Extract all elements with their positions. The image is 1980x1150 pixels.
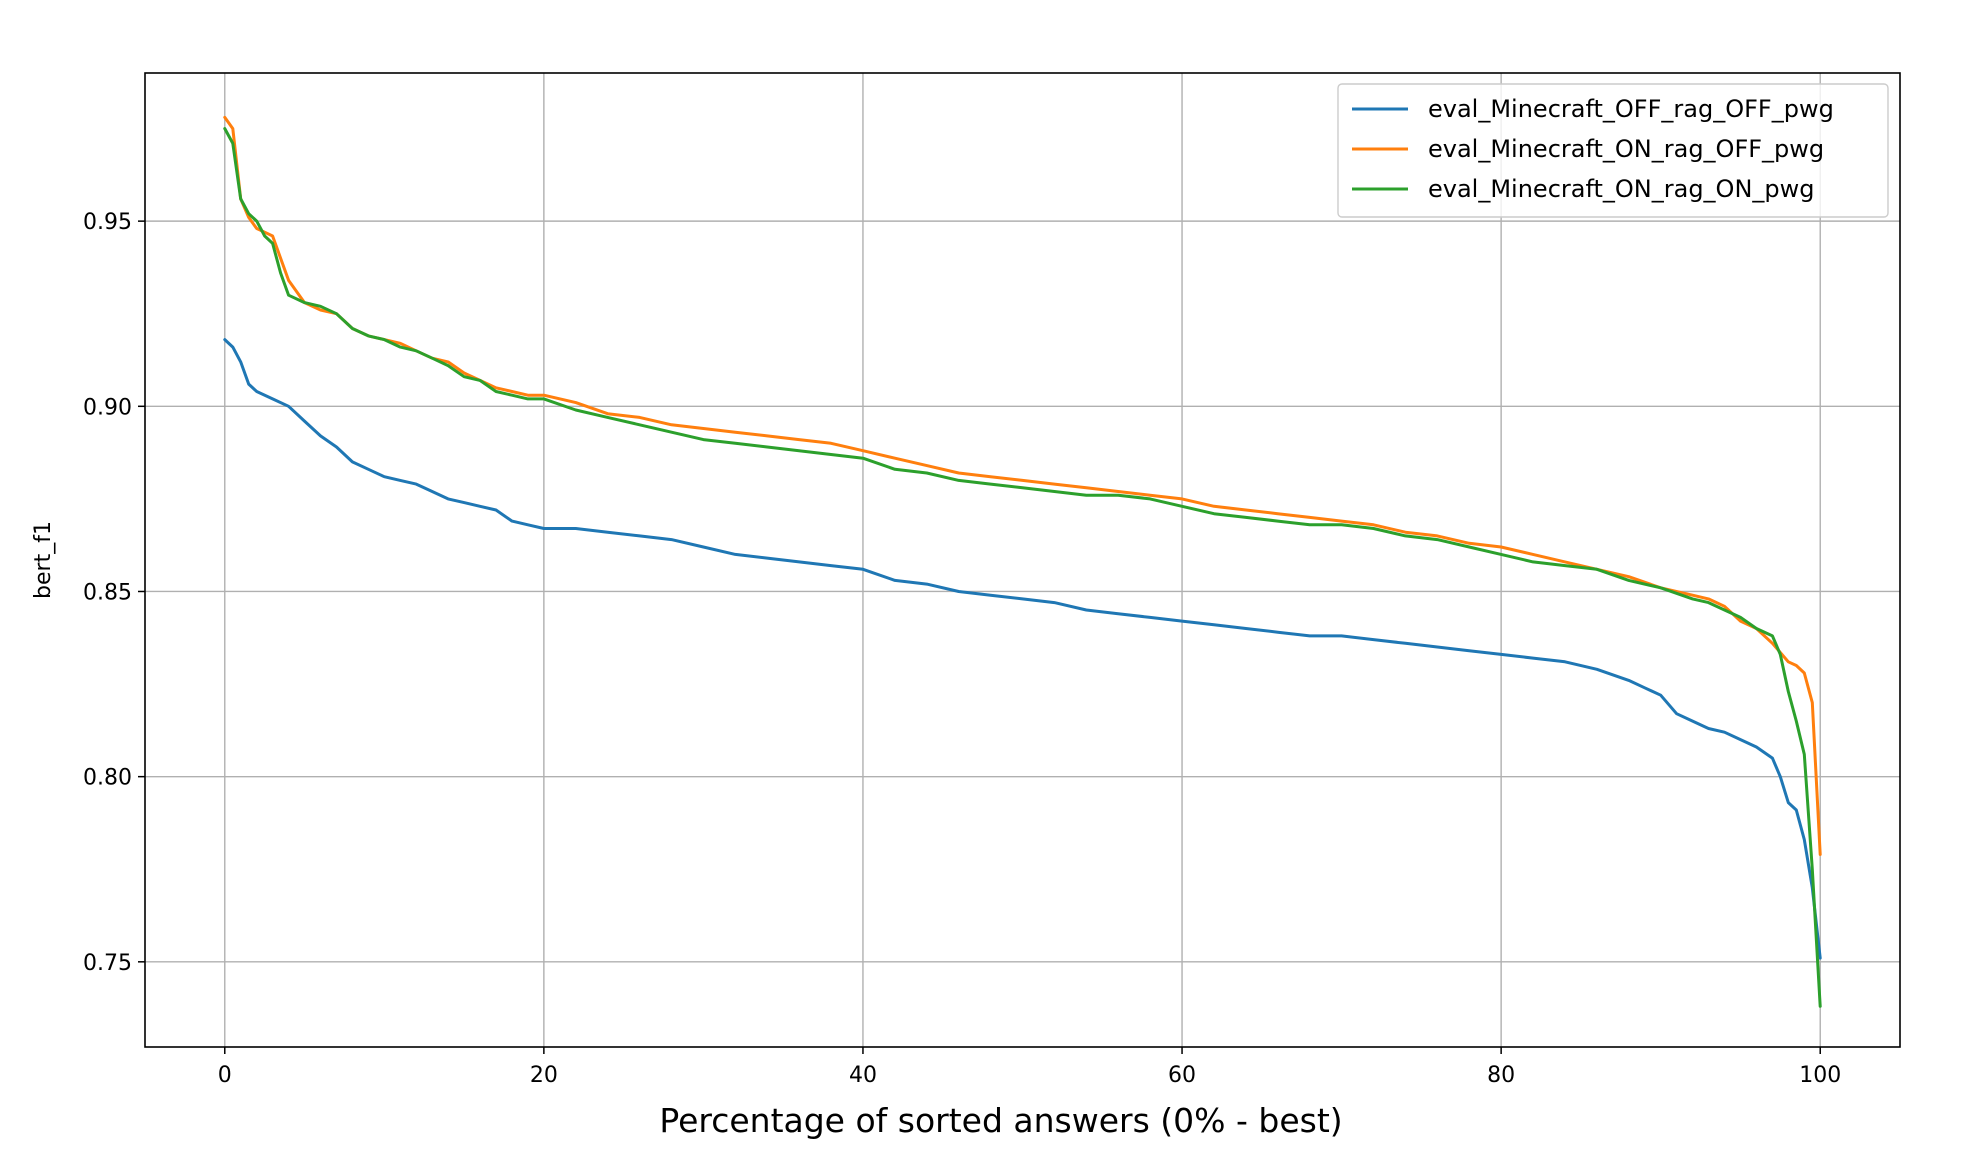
legend: eval_Minecraft_OFF_rag_OFF_pwg eval_Minec… [1337, 83, 1889, 218]
x-tick-label: 100 [1799, 1063, 1841, 1088]
series-lines [223, 115, 1822, 1008]
x-tick-label: 40 [849, 1063, 877, 1088]
grid [145, 73, 1900, 1047]
legend-label-2: eval_Minecraft_ON_rag_ON_pwg [1428, 175, 1815, 203]
x-tick-label: 60 [1168, 1063, 1196, 1088]
y-tick-label: 0.90 [83, 395, 132, 420]
plot-frame [144, 72, 1901, 1048]
x-tick-label: 80 [1487, 1063, 1515, 1088]
series-line-0 [223, 338, 1822, 960]
y-tick-label: 0.80 [83, 766, 132, 791]
y-tick-label: 0.75 [83, 951, 132, 976]
y-tick-label: 0.95 [83, 210, 132, 235]
y-axis-label: bert_f1 [31, 521, 56, 599]
x-axis-label: Percentage of sorted answers (0% - best) [659, 1101, 1342, 1140]
x-tick-label: 0 [218, 1063, 232, 1088]
x-tick-label: 20 [530, 1063, 558, 1088]
legend-label-1: eval_Minecraft_ON_rag_OFF_pwg [1428, 135, 1824, 163]
series-line-2 [223, 127, 1822, 1008]
x-axis-ticks: 0 20 40 60 80 100 [218, 1047, 1841, 1088]
y-axis-ticks: 0.75 0.80 0.85 0.90 0.95 [83, 210, 145, 976]
y-tick-label: 0.85 [83, 580, 132, 605]
legend-label-0: eval_Minecraft_OFF_rag_OFF_pwg [1428, 95, 1834, 123]
legend-frame [1337, 83, 1889, 218]
